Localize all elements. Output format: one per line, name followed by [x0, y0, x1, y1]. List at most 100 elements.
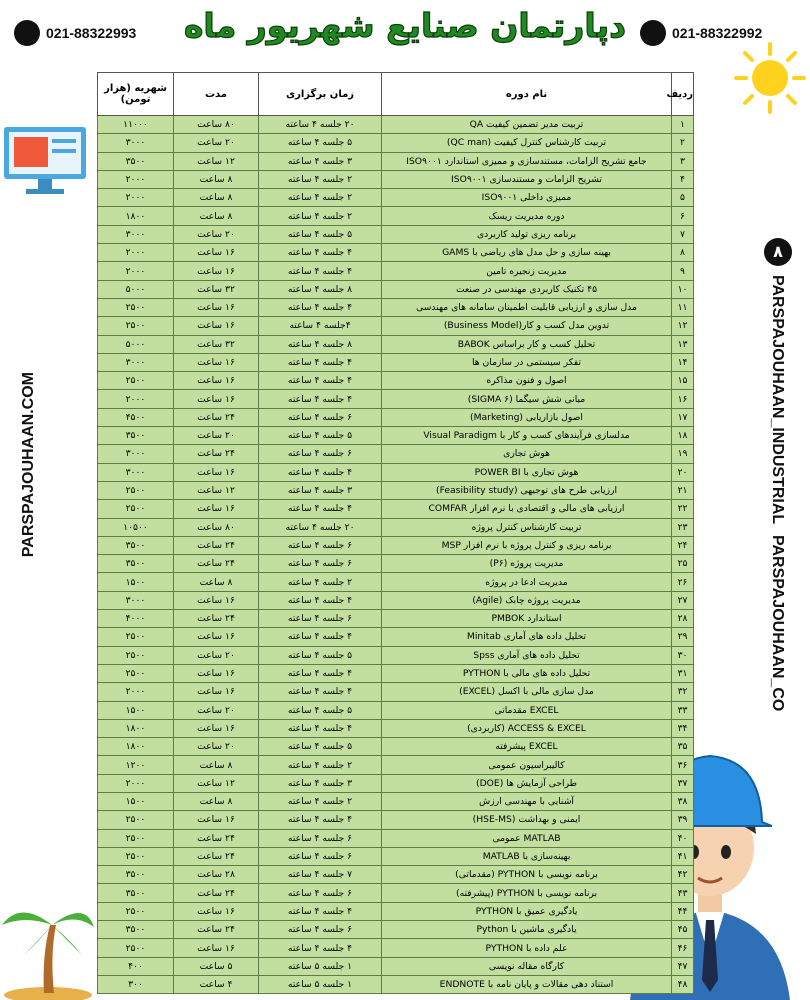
duration: ۳۲ ساعت — [173, 279, 259, 299]
schedule: ۴ جلسه ۴ ساعته — [258, 261, 382, 281]
duration: ۱۶ ساعت — [173, 901, 259, 922]
row-number: ۲۹ — [671, 627, 694, 647]
row-number: ۳۴ — [671, 718, 694, 739]
duration: ۵ ساعت — [173, 956, 259, 976]
row-number: ۱۷ — [671, 407, 694, 428]
table-row: ۲۳ تربیت کارشناس کنترل پروژه ۲۰ جلسه ۴ ساع… — [97, 517, 694, 537]
schedule: ۴ جلسه ۴ ساعته — [258, 389, 382, 409]
fee: ۱۸۰۰ — [97, 737, 174, 757]
fee: ۲۵۰۰ — [97, 297, 174, 318]
fee: ۲۰۰۰ — [97, 389, 174, 409]
course-name: مدیریت پروژه چابک (Agile) — [381, 590, 672, 611]
row-number: ۲ — [671, 133, 694, 153]
course-name: تحلیل داده های مالی با PYTHON — [381, 663, 672, 684]
column-header: زمان برگزاری — [258, 72, 382, 116]
fee: ۱۱۰۰۰ — [97, 114, 174, 135]
table-row: ۳۹ ایمنی و بهداشت (HSE-MS) ۴ جلسه ۴ ساعته ۱… — [97, 810, 694, 830]
course-name: تدوین مدل کسب و کار(Business Model) — [381, 316, 672, 336]
schedule: ۶ جلسه ۴ ساعته — [258, 535, 382, 556]
column-header: مدت — [173, 72, 259, 116]
phone-icon — [14, 20, 40, 46]
fee: ۵۰۰۰ — [97, 279, 174, 299]
table-row: ۱۰ ۴۵ تکنیک کاربردی مهندسی در صنعت ۸ جلسه … — [97, 279, 694, 299]
table-row: ۴۳ برنامه نویسی با PYTHON (پیشرفته) ۶ جلسه… — [97, 883, 694, 903]
duration: ۸ ساعت — [173, 188, 259, 208]
duration: ۲۴ ساعت — [173, 828, 259, 848]
table-row: ۵ ممیزی داخلی ISO۹۰۰۱ ۲ جلسه ۴ ساعته ۸ ساعت… — [97, 188, 694, 208]
row-number: ۳۹ — [671, 810, 694, 830]
table-row: ۴۸ استناد دهی مقالات و پایان نامه با ENDN… — [97, 974, 694, 995]
fee: ۱۵۰۰ — [97, 700, 174, 720]
duration: ۲۰ ساعت — [173, 224, 259, 245]
table-row: ۴۱ بهینه‌سازی با MATLAB ۶ جلسه ۴ ساعته ۲۴ س… — [97, 846, 694, 867]
schedule: ۳ جلسه ۴ ساعته — [258, 480, 382, 501]
schedule: ۴ جلسه ۴ ساعته — [258, 901, 382, 922]
row-number: ۴۳ — [671, 883, 694, 903]
duration: ۲۰ ساعت — [173, 645, 259, 665]
fee: ۴۰۰ — [97, 956, 174, 976]
fee: ۱۸۰۰ — [97, 718, 174, 739]
duration: ۱۶ ساعت — [173, 389, 259, 409]
course-name: برنامه نویسی با PYTHON (مقدماتی) — [381, 865, 672, 885]
fee: ۲۰۰۰ — [97, 243, 174, 263]
course-name: کالیبراسیون عمومی — [381, 755, 672, 775]
row-number: ۱۱ — [671, 297, 694, 318]
duration: ۸ ساعت — [173, 169, 259, 190]
row-number: ۱۰ — [671, 279, 694, 299]
course-name: تحلیل داده های آماری Minitab — [381, 627, 672, 647]
duration: ۱۶ ساعت — [173, 718, 259, 739]
row-number: ۲۷ — [671, 590, 694, 611]
table-row: ۲۹ تحلیل داده های آماری Minitab ۴ جلسه ۴ س… — [97, 627, 694, 647]
fee: ۳۰۰۰ — [97, 352, 174, 373]
row-number: ۱۹ — [671, 444, 694, 464]
row-number: ۲۱ — [671, 480, 694, 501]
table-row: ۲۸ استاندارد PMBOK ۶ جلسه ۴ ساعته ۲۴ ساعت ۴۰… — [97, 609, 694, 629]
course-name: طراحی آزمایش ها (DOE) — [381, 773, 672, 793]
column-header: شهریه (هزار تومن) — [97, 72, 174, 116]
fee: ۳۵۰۰ — [97, 535, 174, 556]
row-number: ۳۵ — [671, 737, 694, 757]
row-number: ۲۸ — [671, 609, 694, 629]
course-name: MATLAB عمومی — [381, 828, 672, 848]
fee: ۱۵۰۰ — [97, 791, 174, 812]
fee: ۵۰۰۰ — [97, 334, 174, 354]
course-name: اصول بازاریابی (Marketing) — [381, 407, 672, 428]
phone: 021-88322992 — [640, 18, 762, 48]
schedule: ۶ جلسه ۴ ساعته — [258, 554, 382, 574]
badge: ۸ — [764, 238, 792, 266]
schedule: ۵ جلسه ۴ ساعته — [258, 700, 382, 720]
course-name: آشنایی با مهندسی ارزش — [381, 791, 672, 812]
duration: ۲۴ ساعت — [173, 846, 259, 867]
course-name: کارگاه مقاله نویسی — [381, 956, 672, 976]
table-row: ۳۸ آشنایی با مهندسی ارزش ۲ جلسه ۴ ساعته ۸ س… — [97, 791, 694, 812]
course-name: تشریح الزامات و مستندسازی ISO۹۰۰۱ — [381, 169, 672, 190]
course-name: برنامه ریزی و کنترل پروژه با نرم افزار M… — [381, 535, 672, 556]
schedule: ۶ جلسه ۴ ساعته — [258, 407, 382, 428]
row-number: ۱ — [671, 114, 694, 135]
course-name: برنامه ریزی تولید کاربردی — [381, 224, 672, 245]
course-name: مبانی شش سیگما (SIGMA ۶) — [381, 389, 672, 409]
duration: ۸۰ ساعت — [173, 114, 259, 135]
schedule: ۲ جلسه ۴ ساعته — [258, 755, 382, 775]
duration: ۸ ساعت — [173, 791, 259, 812]
fee: ۲۵۰۰ — [97, 371, 174, 391]
table-row: ۸ بهینه سازی و حل مدل های ریاضی با GAMS ۴ … — [97, 243, 694, 263]
course-name: مدلسازی فرآیندهای کسب و کار با Visual Pa… — [381, 426, 672, 446]
fee: ۲۵۰۰ — [97, 645, 174, 665]
fee: ۲۵۰۰ — [97, 901, 174, 922]
schedule: ۱ جلسه ۵ ساعته — [258, 974, 382, 995]
table-row: ۳۷ طراحی آزمایش ها (DOE) ۳ جلسه ۴ ساعته ۱۲ … — [97, 773, 694, 793]
table-row: ۱۱ مدل سازی و ارزیابی قابلیت اطمینان ساما… — [97, 297, 694, 318]
row-number: ۱۳ — [671, 334, 694, 354]
schedule: ۳ جلسه ۴ ساعته — [258, 151, 382, 171]
duration: ۱۲ ساعت — [173, 773, 259, 793]
course-name: تفکر سیستمی در سازمان ها — [381, 352, 672, 373]
phone-number: 021-88322992 — [672, 25, 763, 41]
schedule: ۴ جلسه ۴ ساعته — [258, 352, 382, 373]
row-number: ۲۳ — [671, 517, 694, 537]
course-name: اصول و فنون مذاکره — [381, 371, 672, 391]
row-number: ۲۲ — [671, 499, 694, 519]
duration: ۸ ساعت — [173, 572, 259, 592]
fee: ۳۵۰۰ — [97, 865, 174, 885]
duration: ۱۶ ساعت — [173, 938, 259, 958]
